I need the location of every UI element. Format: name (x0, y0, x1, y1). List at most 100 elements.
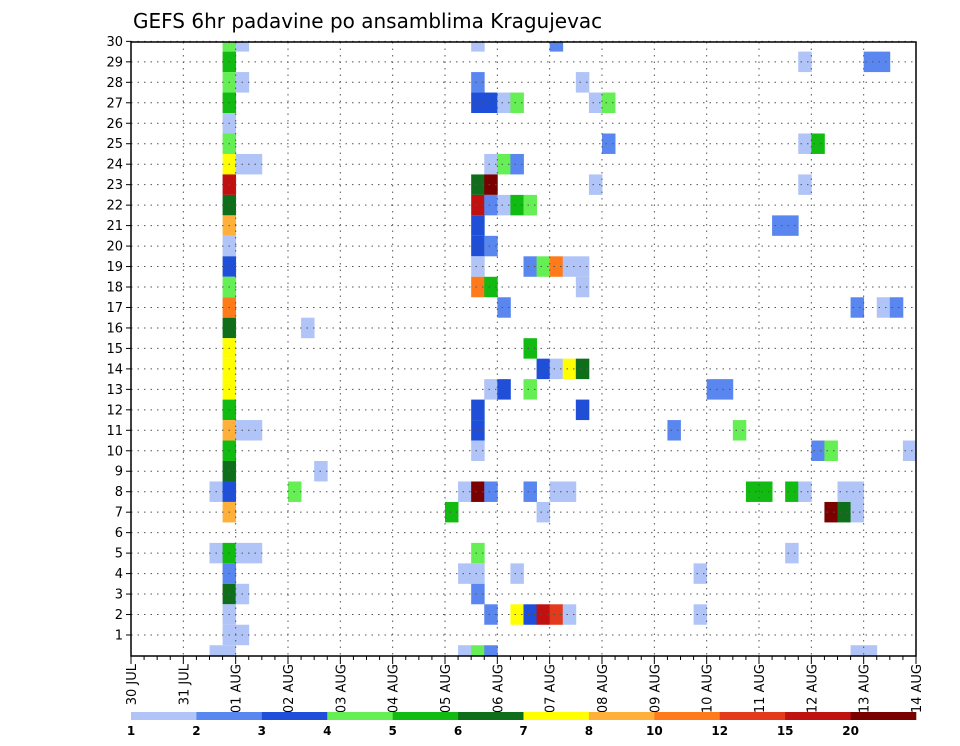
x-tick-label: 04 AUG (387, 664, 402, 713)
data-cell (510, 604, 524, 625)
data-cell (222, 645, 237, 656)
y-tick-label: 10 (106, 444, 123, 459)
data-cell (523, 194, 537, 216)
colorbar-label: 6 (454, 724, 462, 738)
data-cell (510, 563, 524, 584)
data-cell (471, 481, 485, 502)
data-cell (458, 563, 472, 584)
x-tick-label: 31 JUL (177, 663, 192, 705)
data-cell (863, 645, 878, 656)
colorbar-segment (523, 712, 590, 720)
data-cell (484, 153, 498, 175)
chart-title: GEFS 6hr padavine po ansamblima Kragujev… (133, 9, 602, 33)
y-tick-label: 21 (106, 219, 123, 234)
x-tick-label: 08 AUG (596, 664, 611, 713)
x-tick-label: 01 AUG (230, 664, 245, 713)
data-cell (510, 92, 524, 114)
x-tick-label: 13 AUG (858, 664, 873, 713)
data-cell (471, 645, 485, 656)
y-tick-label: 7 (115, 506, 123, 521)
x-tick-label: 11 AUG (753, 664, 768, 713)
colorbar-legend: 1 2 3 4 5 6 7 8 10 12 15 20 (127, 712, 917, 738)
data-cell (863, 51, 878, 73)
colorbar-segment (392, 712, 459, 720)
y-tick-label: 8 (115, 485, 123, 500)
data-cell (667, 420, 681, 441)
colorbar-label: 8 (585, 724, 593, 738)
data-cell (772, 215, 786, 236)
data-cell (811, 440, 825, 461)
x-tick-label: 07 AUG (544, 664, 559, 713)
data-cell (824, 440, 838, 461)
data-cell (471, 420, 485, 441)
y-tick-label: 23 (106, 178, 123, 193)
y-tick-label: 11 (106, 424, 123, 439)
y-tick-label: 2 (115, 608, 123, 623)
colorbar-label: 5 (388, 724, 396, 738)
data-cell (471, 174, 485, 195)
data-cell (549, 358, 564, 380)
data-cell (471, 235, 485, 257)
data-cell (693, 604, 708, 625)
x-tick-label: 06 AUG (491, 664, 506, 713)
data-cell (458, 645, 472, 656)
y-tick-label: 13 (106, 383, 123, 398)
colorbar-segment (588, 712, 655, 720)
data-cell (850, 297, 865, 318)
data-cell (510, 194, 524, 216)
data-cell (471, 72, 485, 93)
y-tick-label: 30 (106, 35, 123, 50)
data-cell (575, 256, 590, 277)
colorbar-label: 12 (711, 724, 728, 738)
data-cell (850, 645, 865, 656)
colorbar-segment (196, 712, 263, 720)
x-tick-label: 10 AUG (701, 664, 716, 713)
data-cell (876, 297, 891, 318)
y-tick-label: 19 (106, 260, 123, 275)
data-cell (588, 174, 603, 195)
data-cell (471, 563, 485, 584)
data-cell (837, 481, 851, 502)
y-axis-ticks: 1234567891011121314151617181920212223242… (106, 35, 131, 644)
data-cell (889, 297, 904, 318)
data-cell (523, 338, 537, 359)
data-cell (523, 379, 537, 400)
data-cell (471, 399, 485, 421)
data-cell (484, 92, 498, 114)
data-cell (549, 256, 564, 277)
data-cell (471, 583, 485, 605)
y-tick-label: 17 (106, 301, 123, 316)
data-cell (562, 358, 577, 380)
data-cell (876, 51, 891, 73)
data-cell (759, 481, 773, 502)
data-cell (588, 92, 603, 114)
data-cell (536, 501, 551, 523)
data-cell (458, 481, 472, 502)
data-cell (837, 501, 851, 523)
data-cell (850, 501, 865, 523)
y-tick-label: 18 (106, 281, 123, 296)
y-tick-label: 22 (106, 199, 123, 214)
y-tick-label: 14 (106, 362, 123, 377)
data-cell (798, 133, 812, 154)
data-cell (562, 481, 577, 502)
data-cell (484, 379, 498, 400)
data-cell (575, 358, 590, 380)
colorbar-label: 2 (192, 724, 200, 738)
data-cell (575, 399, 590, 421)
x-tick-label: 30 JUL (125, 663, 140, 705)
colorbar-label: 10 (646, 724, 663, 738)
colorbar-label: 3 (258, 724, 266, 738)
y-tick-label: 28 (106, 76, 123, 91)
y-tick-label: 24 (106, 158, 123, 173)
y-tick-label: 26 (106, 117, 123, 132)
y-tick-label: 16 (106, 321, 123, 336)
data-cell (484, 481, 498, 502)
data-cell (785, 215, 799, 236)
data-cell (235, 42, 250, 52)
y-tick-label: 20 (106, 240, 123, 255)
data-cell (850, 481, 865, 502)
data-cell (471, 92, 485, 114)
data-cell (523, 256, 537, 277)
